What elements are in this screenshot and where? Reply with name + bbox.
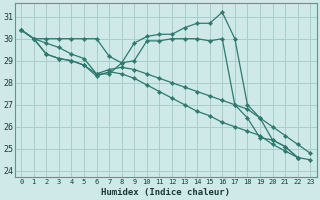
X-axis label: Humidex (Indice chaleur): Humidex (Indice chaleur) (101, 188, 230, 197)
